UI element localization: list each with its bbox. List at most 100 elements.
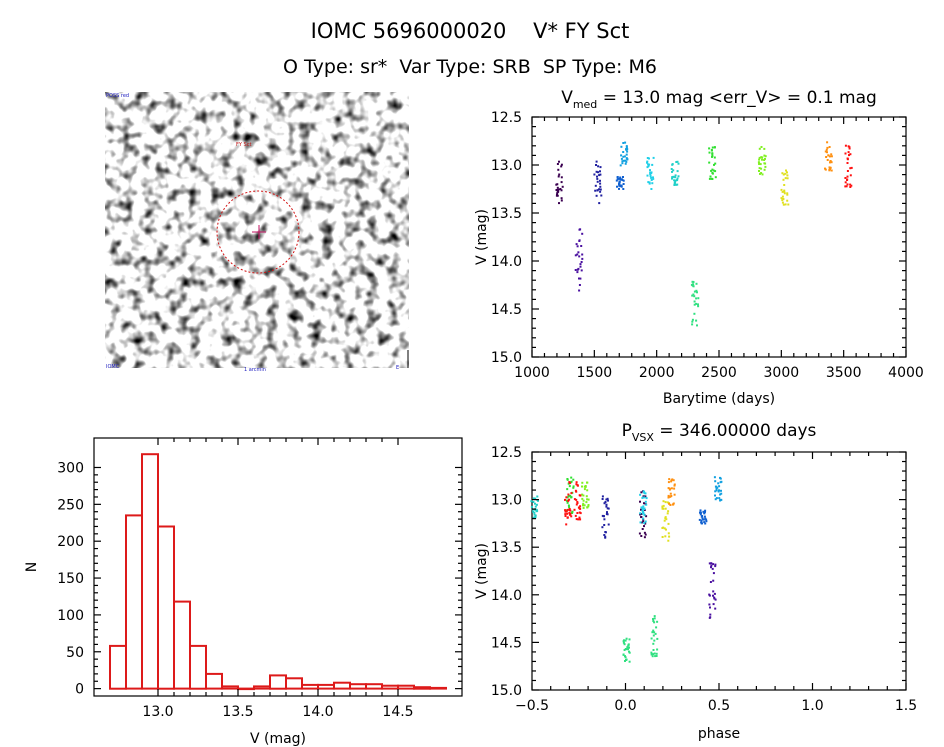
y-tick-label: 14.5 (491, 635, 522, 651)
data-point (652, 649, 655, 651)
data-point (576, 502, 579, 504)
data-point (717, 482, 720, 485)
data-point (625, 148, 628, 151)
data-point-group (661, 500, 671, 542)
data-point (786, 174, 789, 177)
data-point (661, 505, 664, 508)
data-point (782, 173, 785, 176)
data-point (581, 257, 584, 260)
data-point (673, 487, 676, 490)
data-point (760, 146, 763, 148)
data-point (585, 495, 588, 498)
histogram-bar (253, 685, 271, 690)
data-point (781, 195, 784, 198)
data-point (757, 161, 760, 164)
data-point (647, 163, 650, 166)
finder-label-bottom-left: IOMC (106, 364, 120, 370)
data-point (645, 515, 648, 518)
histogram-bar (381, 684, 399, 690)
data-point (559, 188, 562, 190)
data-point (672, 503, 675, 506)
histogram-bar (173, 600, 191, 690)
data-point (599, 185, 602, 188)
data-point (565, 496, 568, 499)
data-point (780, 197, 783, 200)
data-point (603, 524, 606, 526)
data-point (618, 180, 621, 183)
data-point (829, 161, 831, 164)
data-point (830, 169, 833, 172)
data-point (594, 184, 597, 187)
data-point (622, 188, 625, 190)
data-point (708, 603, 711, 606)
data-point (566, 488, 569, 491)
data-point (705, 520, 708, 523)
data-point (672, 175, 675, 178)
data-point (581, 253, 584, 256)
histogram-bar (157, 525, 175, 690)
data-point (652, 177, 655, 180)
panel-title: PVSX = 346.00000 days (622, 421, 817, 444)
data-point (712, 594, 714, 597)
data-point (718, 489, 720, 492)
data-point (656, 620, 659, 623)
data-point (624, 655, 626, 658)
data-point (642, 490, 645, 493)
data-point (654, 655, 657, 658)
lightcurve-panel: 1000 1500 2000 2500 3000 3500 4000 12.5 13.0 13.5… (474, 88, 924, 407)
data-point (570, 511, 573, 514)
data-point (560, 181, 563, 184)
data-point (758, 163, 761, 165)
data-point (824, 150, 827, 153)
data-point (599, 190, 602, 193)
data-point (826, 159, 829, 161)
data-point (709, 581, 712, 583)
data-point (579, 263, 582, 266)
data-point (576, 512, 579, 514)
data-point (567, 493, 570, 496)
data-point (628, 660, 631, 663)
data-point-group (564, 481, 573, 526)
data-point (758, 156, 761, 159)
data-point (560, 165, 563, 168)
data-point (557, 175, 560, 178)
x-tick-label: 1.5 (895, 698, 917, 714)
data-point (646, 174, 649, 177)
data-point (667, 510, 670, 513)
data-point (567, 495, 570, 498)
data-point (695, 302, 698, 305)
data-point (578, 289, 581, 292)
data-point (718, 497, 721, 500)
y-tick-label: 14.5 (491, 302, 522, 318)
data-point (703, 515, 706, 518)
y-tick-label: 14.0 (491, 254, 522, 270)
data-point (651, 631, 654, 634)
data-point-group (708, 562, 717, 619)
data-point (580, 269, 583, 272)
data-point (782, 198, 785, 200)
x-tick-label: −0.5 (515, 698, 549, 714)
data-point (846, 162, 849, 164)
data-point (691, 320, 694, 323)
data-point (596, 175, 598, 178)
data-point (714, 170, 717, 173)
data-point (534, 505, 537, 508)
data-point (786, 192, 789, 195)
data-point (625, 658, 628, 661)
data-point (848, 154, 850, 157)
data-point (720, 480, 723, 483)
data-point (618, 187, 620, 190)
finder-label-marker: FY Sct (236, 142, 251, 148)
data-point (673, 493, 676, 496)
data-point (759, 163, 762, 166)
data-point (713, 596, 716, 599)
data-point (714, 490, 717, 493)
data-point (664, 507, 667, 510)
data-point (652, 620, 655, 622)
data-point (558, 160, 560, 163)
data-point (626, 646, 629, 649)
data-point (640, 535, 643, 537)
data-point (764, 155, 767, 158)
data-point (579, 265, 582, 268)
data-point (601, 495, 604, 498)
